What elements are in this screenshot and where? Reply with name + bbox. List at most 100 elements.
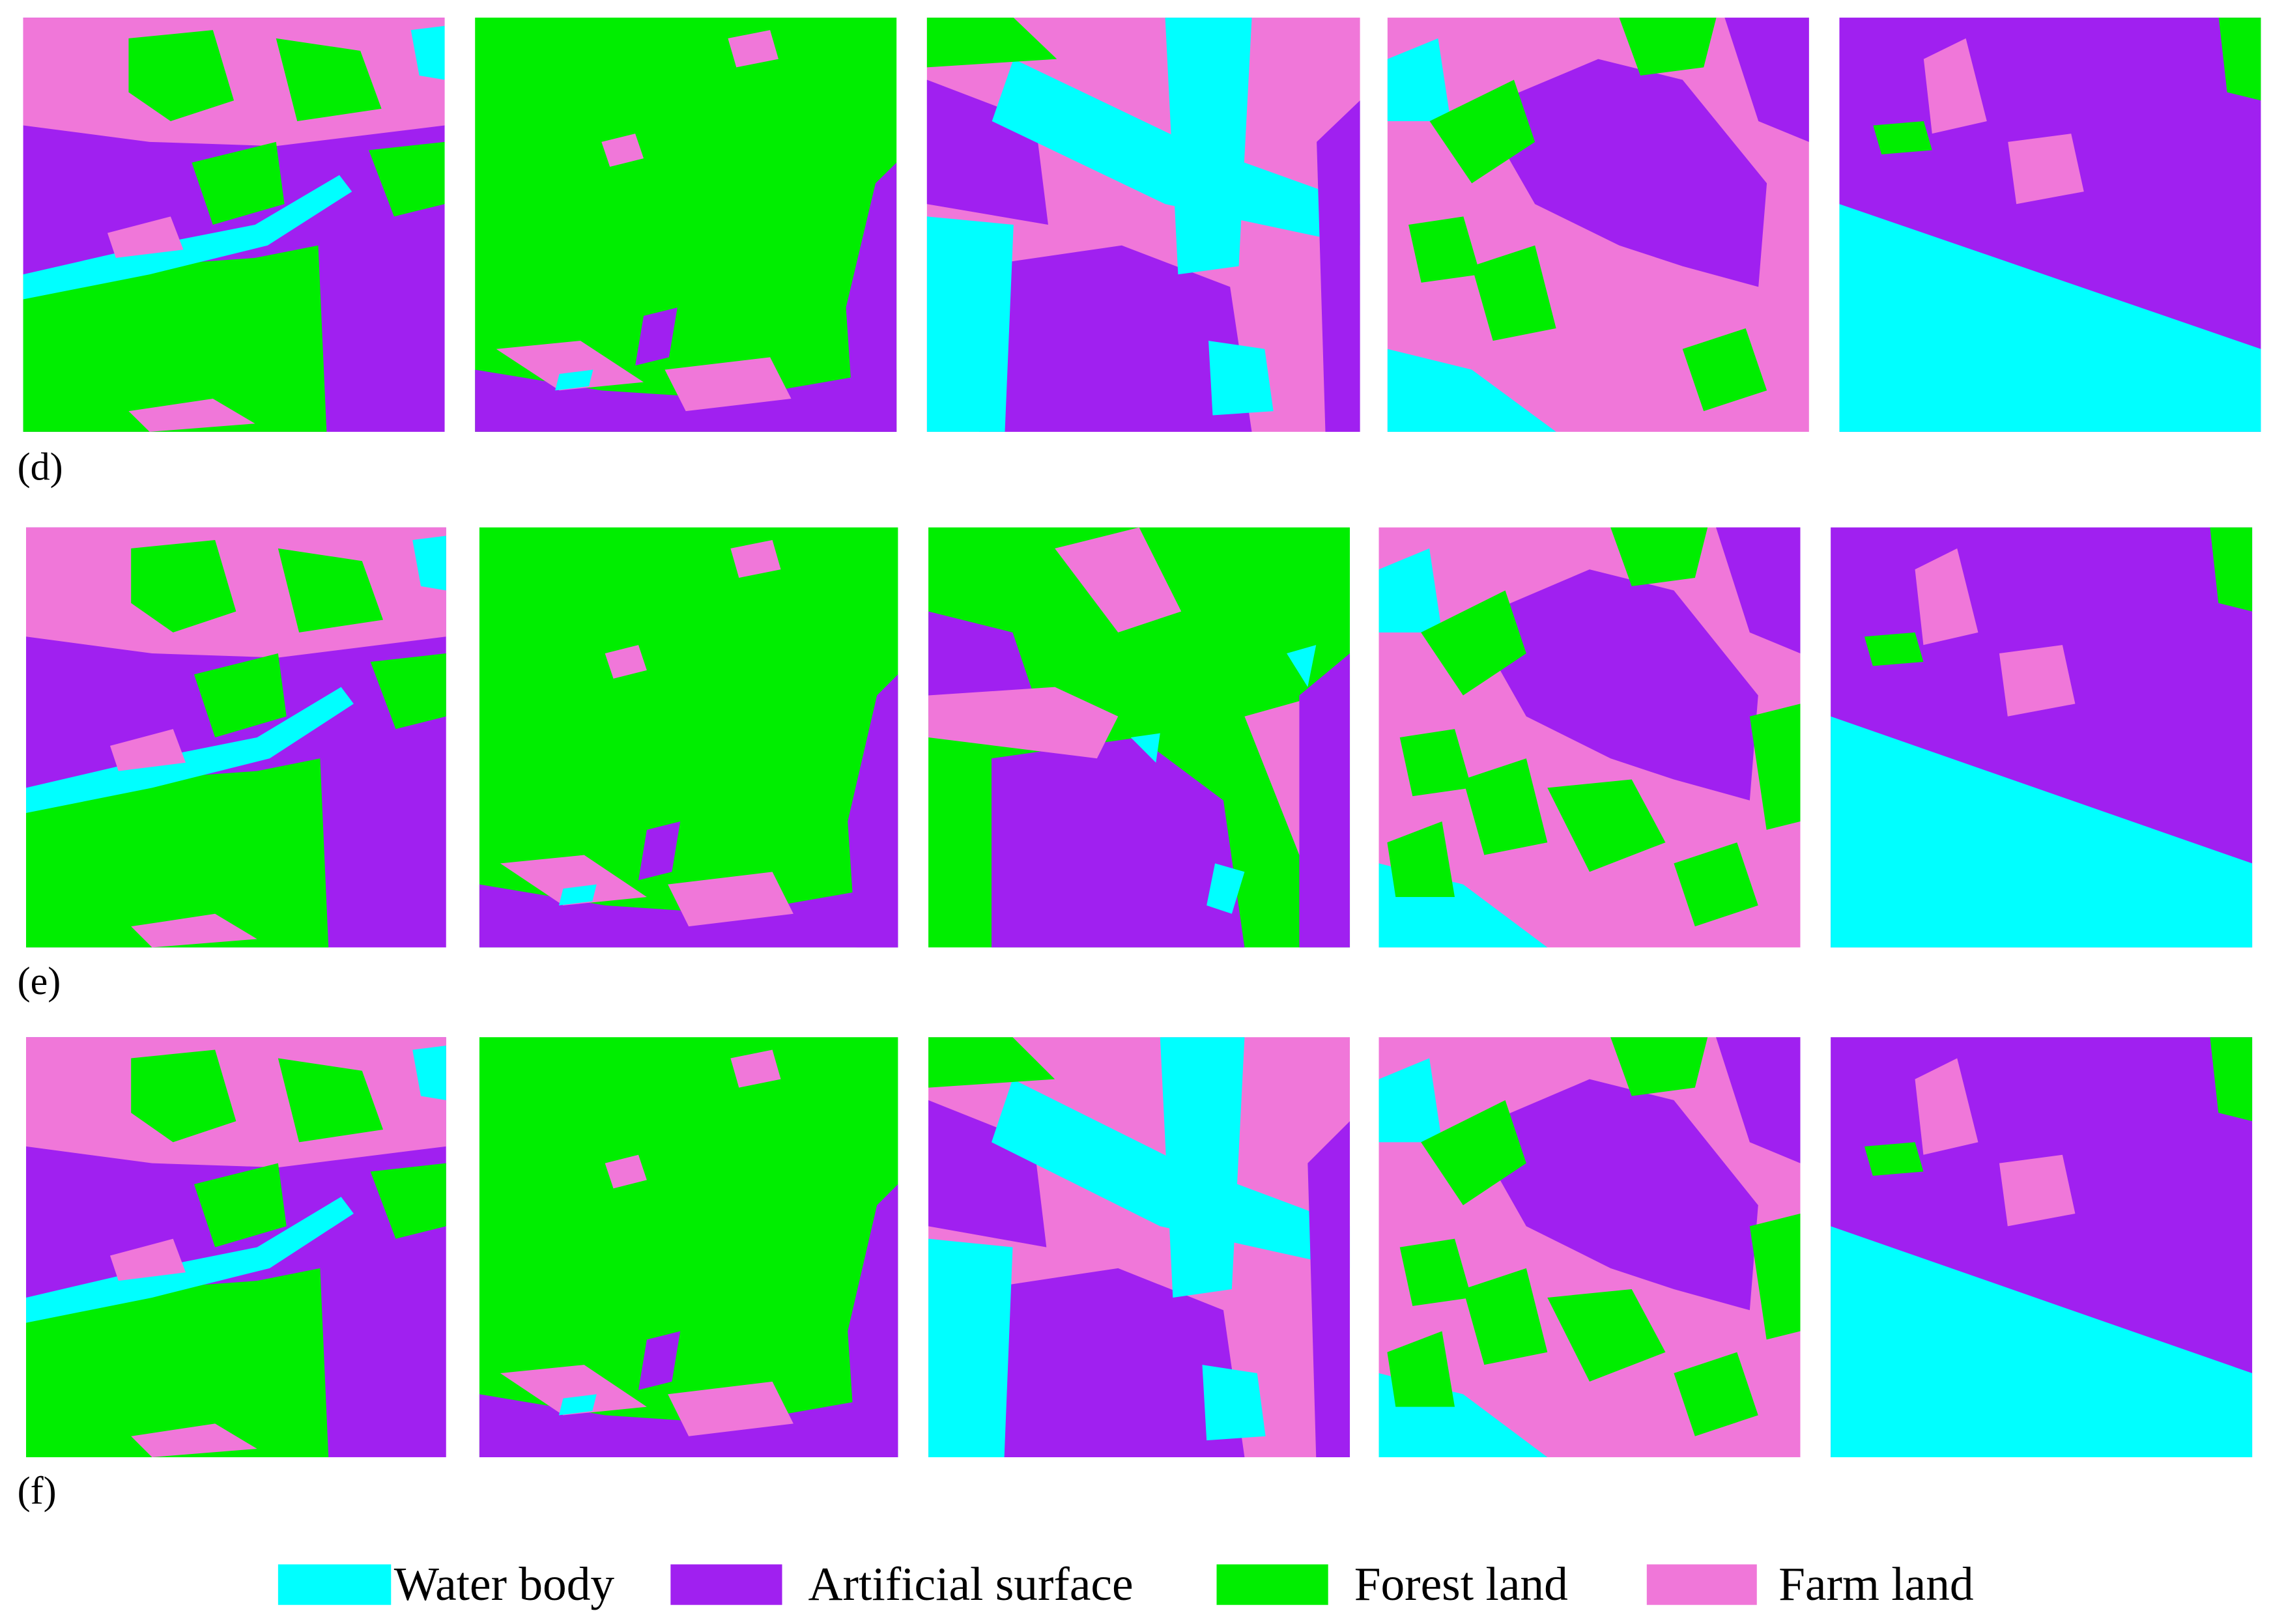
land-region xyxy=(1207,863,1245,914)
land-region xyxy=(1463,1268,1548,1365)
land-region xyxy=(1999,645,2076,717)
land-region xyxy=(109,729,186,771)
land-region xyxy=(1547,1289,1666,1382)
land-region xyxy=(1915,1058,1978,1155)
legend-swatch xyxy=(1646,1564,1757,1605)
land-region xyxy=(107,216,184,258)
land-region xyxy=(601,134,644,167)
land-region xyxy=(1674,1352,1758,1436)
land-region xyxy=(412,535,446,591)
map-tile xyxy=(479,527,898,948)
land-region xyxy=(26,687,354,814)
land-region xyxy=(1472,245,1556,341)
legend-swatch xyxy=(670,1564,782,1605)
map-tile xyxy=(928,527,1350,948)
land-region xyxy=(558,884,597,905)
land-region xyxy=(26,1037,446,1168)
land-region xyxy=(500,855,647,905)
land-region xyxy=(638,1331,681,1390)
land-region xyxy=(1429,79,1535,184)
land-region xyxy=(1399,1238,1472,1306)
land-region xyxy=(193,653,287,738)
land-region xyxy=(926,216,1014,432)
legend-swatch xyxy=(278,1564,392,1605)
land-region xyxy=(131,913,257,948)
legend-label: Artificial surface xyxy=(808,1558,1134,1610)
land-region xyxy=(23,18,445,147)
land-region xyxy=(410,25,445,80)
land-region xyxy=(668,872,793,927)
land-region xyxy=(992,737,1245,948)
map-tile xyxy=(1831,527,2253,948)
land-region xyxy=(1421,590,1526,696)
land-region xyxy=(1317,100,1360,432)
land-region xyxy=(848,1184,898,1457)
land-region xyxy=(664,357,792,412)
land-region xyxy=(1378,548,1442,633)
land-region xyxy=(1165,18,1252,275)
legend-label: Forest land xyxy=(1354,1558,1568,1610)
land-region xyxy=(1915,548,1978,646)
map-tile xyxy=(26,527,446,948)
land-region xyxy=(109,1238,186,1281)
land-region xyxy=(278,548,384,633)
map-tile xyxy=(23,18,445,432)
land-region xyxy=(1682,328,1767,412)
land-region xyxy=(23,175,352,300)
land-region xyxy=(1674,842,1758,927)
land-region xyxy=(1208,341,1274,416)
land-region xyxy=(496,341,644,391)
legend-label: Farm land xyxy=(1778,1558,1974,1610)
land-region xyxy=(1999,1154,2076,1227)
legend-label: Water body xyxy=(394,1558,615,1610)
land-region xyxy=(1839,204,2261,432)
land-region xyxy=(928,1238,1013,1457)
land-region xyxy=(128,30,235,122)
land-region xyxy=(2210,1037,2253,1122)
map-tile xyxy=(1839,18,2261,432)
land-region xyxy=(26,527,446,658)
land-region xyxy=(26,1197,354,1323)
land-region xyxy=(2218,18,2261,101)
land-region xyxy=(131,539,236,633)
land-region xyxy=(1610,1037,1708,1096)
land-region xyxy=(605,645,647,679)
land-region xyxy=(1864,1142,1924,1176)
land-region xyxy=(1923,38,1987,134)
map-tile xyxy=(926,18,1360,432)
land-region xyxy=(1055,527,1182,633)
land-region xyxy=(26,758,329,948)
map-tile xyxy=(479,1037,898,1457)
land-region xyxy=(928,1037,1055,1088)
land-region xyxy=(846,162,897,432)
panel-label: (f) xyxy=(18,1470,57,1513)
land-region xyxy=(558,1394,597,1416)
map-tile xyxy=(928,1037,1350,1457)
land-region xyxy=(730,1049,781,1088)
land-region xyxy=(276,38,382,122)
land-region xyxy=(1749,704,1801,830)
map-tile xyxy=(475,18,897,432)
land-region xyxy=(1408,216,1481,283)
land-region xyxy=(1480,59,1767,287)
land-region xyxy=(278,1058,384,1143)
map-tile xyxy=(1378,527,1801,948)
land-region xyxy=(1160,1037,1245,1298)
land-region xyxy=(555,369,593,391)
land-region xyxy=(128,398,255,432)
land-region xyxy=(1378,1058,1442,1143)
land-region xyxy=(193,1163,287,1247)
land-region xyxy=(131,1423,257,1457)
land-region xyxy=(370,1163,446,1239)
map-tile xyxy=(1387,18,1809,432)
land-region xyxy=(1864,632,1924,666)
panel-label: (d) xyxy=(18,446,63,489)
panel-label: (e) xyxy=(18,960,61,1003)
land-region xyxy=(23,245,327,432)
legend: Water body Artificial surface Forest lan… xyxy=(278,1558,1974,1610)
land-region xyxy=(926,18,1057,68)
land-region xyxy=(1287,645,1317,687)
land-region xyxy=(1299,653,1350,948)
land-region xyxy=(848,674,898,948)
